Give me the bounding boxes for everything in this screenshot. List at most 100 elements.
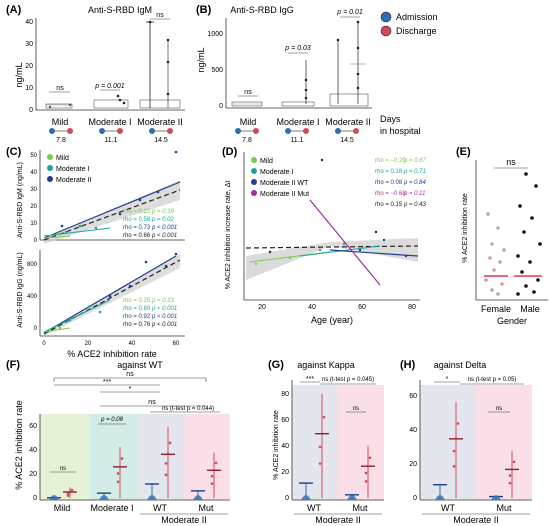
a-mod1-box xyxy=(93,99,129,109)
e-point xyxy=(522,230,526,234)
e-point xyxy=(516,254,520,258)
e-xlabel: Gender xyxy=(497,316,527,326)
b-point xyxy=(336,38,340,42)
admission-dot xyxy=(235,128,241,134)
f-ytick: 60 xyxy=(29,423,37,430)
e-ylabel: % ACE2 inhibition rate xyxy=(462,193,469,263)
c-top-rho-mild: rho = 0.22 xyxy=(123,209,151,215)
discharge-dot xyxy=(117,128,123,134)
b-mod1-box xyxy=(281,101,315,107)
panel-g: (G) against Kappa % ACE2 inhibition rate… xyxy=(268,359,384,525)
h-point xyxy=(452,449,456,453)
f-point xyxy=(120,457,124,460)
c-bottom-rho-mod1: rho = 0.80 xyxy=(123,306,151,312)
d-legend: Mild Moderate I Moderate II WT Moderate … xyxy=(251,157,309,198)
e-point xyxy=(490,288,494,292)
d-point xyxy=(268,250,272,254)
a-ytick: 0 xyxy=(29,107,33,114)
e-male-points xyxy=(516,172,542,296)
panel-a: (A) Anti-S-RBD IgM ng/mL 0 10 20 30 40 n… xyxy=(6,4,185,144)
e-point xyxy=(496,226,500,230)
c-point xyxy=(48,234,52,238)
h-point xyxy=(512,460,516,464)
c-top-points xyxy=(48,150,178,238)
d-rho-all: rho = 0.15 xyxy=(375,202,403,208)
f-bg-wt xyxy=(138,414,184,500)
panel-e-letter: (E) xyxy=(456,146,471,158)
g-group-label: Moderate II xyxy=(315,515,361,525)
c-bottom-p-mod1: p < 0.001 xyxy=(151,306,177,312)
c-top-fit-mod1 xyxy=(43,227,111,237)
f-admission-violin xyxy=(147,495,157,500)
a-xgroup: Moderate I xyxy=(88,117,131,127)
panel-a-ylabel: ng/mL xyxy=(14,62,24,87)
d-point xyxy=(358,248,362,252)
g-point xyxy=(322,415,326,419)
f-ytick: 40 xyxy=(29,447,37,454)
legend-admission-label: Admission xyxy=(396,12,438,22)
a-point xyxy=(48,105,52,109)
b-annot-ns: ns xyxy=(244,89,252,96)
d-p-mod1: p = 0.71 xyxy=(403,169,426,175)
h-point xyxy=(508,474,512,477)
f-point xyxy=(66,492,70,495)
c-bottom-fit-mild xyxy=(43,327,71,333)
b-day: 11.1 xyxy=(290,137,303,144)
d-point xyxy=(288,256,292,260)
c-bottom-p-all: p < 0.001 xyxy=(151,322,177,328)
b-point xyxy=(304,78,308,82)
d-points xyxy=(254,158,408,266)
f-ylabel: % ACE2 inhibition rate xyxy=(14,400,24,490)
a-mild-box xyxy=(45,103,73,109)
discharge-dot xyxy=(67,128,73,134)
h-ytick: 40 xyxy=(409,427,417,434)
g-ylabel: % ACE2 inhibition rate xyxy=(273,410,280,480)
h-ytick: 20 xyxy=(409,461,417,468)
e-point xyxy=(500,282,504,286)
f-point xyxy=(164,462,168,465)
f-annot-ttest: ns (t-test p = 0.044) xyxy=(162,406,214,412)
c-top-fit-mild xyxy=(43,235,71,239)
legend-mild-swatch xyxy=(47,154,53,160)
b-ytick: 500 xyxy=(211,67,223,74)
d-p-mod2mut: p = 0.11 xyxy=(403,191,425,197)
f-point xyxy=(116,472,120,475)
c-point xyxy=(68,318,72,322)
c-point xyxy=(48,328,52,332)
f-point xyxy=(210,474,214,478)
f-xgroup: Mut xyxy=(198,503,214,513)
h-point xyxy=(508,481,512,485)
g-annot-stars3: *** xyxy=(306,376,314,383)
panel-f-letter: (F) xyxy=(6,359,20,371)
c-bottom-stats: rho = 0.25 p = 0.33 rho = 0.80 p < 0.001… xyxy=(123,298,177,328)
h-group-label: Moderate II xyxy=(453,515,499,525)
f-xgroup: WT xyxy=(153,503,167,513)
d-fit-all xyxy=(245,245,419,249)
f-bg-mut xyxy=(184,414,230,500)
b-point xyxy=(356,46,360,50)
c-point xyxy=(118,212,122,216)
c-bottom-p-mod2: p < 0.001 xyxy=(151,314,177,320)
e-xgroup: Female xyxy=(481,304,511,314)
legend-discharge-swatch xyxy=(380,25,392,37)
b-point xyxy=(356,20,360,24)
f-point xyxy=(164,473,168,477)
c-top-ytick: 30 xyxy=(30,187,37,193)
f-point xyxy=(214,461,218,465)
f-point xyxy=(66,494,70,497)
c-legend: Mild Moderate I Moderate II xyxy=(47,154,91,184)
panel-b-ylabel: ng/mL xyxy=(196,47,206,72)
panel-d-letter: (D) xyxy=(222,146,238,158)
g-title: against Kappa xyxy=(297,360,355,370)
d-legend-mod1: Moderate I xyxy=(260,169,294,176)
c-point xyxy=(56,232,60,236)
f-admission-violin xyxy=(193,495,203,500)
legend-mild: Mild xyxy=(56,155,69,162)
panel-b-title: Anti-S-RBD IgG xyxy=(230,5,294,15)
a-point xyxy=(148,20,152,24)
c-top-rho-all: rho = 0.66 xyxy=(123,233,151,239)
c-bottom-ytick: 800 xyxy=(27,262,38,268)
d-xlabel: Age (year) xyxy=(311,315,353,325)
a-point xyxy=(68,103,72,107)
